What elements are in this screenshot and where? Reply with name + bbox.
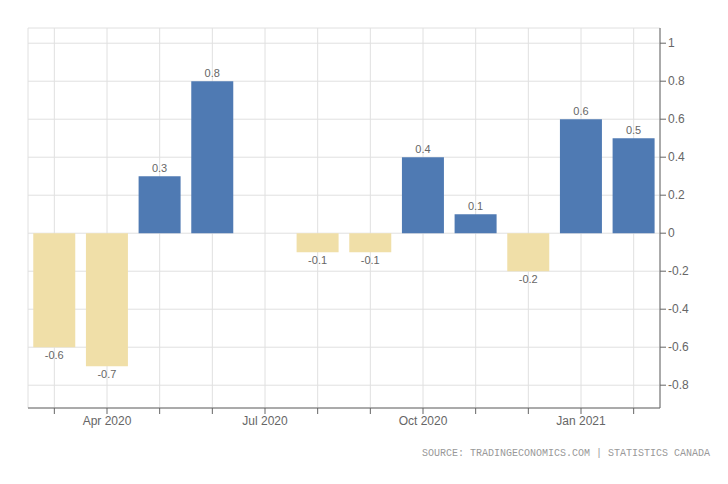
svg-text:-0.4: -0.4 xyxy=(668,302,689,316)
svg-text:-0.1: -0.1 xyxy=(361,254,380,266)
html-text:SOURCE: TRADINGECONOMICS.COM |: SOURCE: TRADINGECONOMICS.COM | STATISTIC… xyxy=(422,448,710,459)
svg-text:0.6: 0.6 xyxy=(573,105,588,117)
svg-text:-0.6: -0.6 xyxy=(668,340,689,354)
svg-text:0.1: 0.1 xyxy=(468,200,483,212)
svg-text:0.8: 0.8 xyxy=(205,67,220,79)
svg-text:0.4: 0.4 xyxy=(415,143,430,155)
svg-text:0.8: 0.8 xyxy=(668,74,685,88)
svg-text:-0.2: -0.2 xyxy=(668,264,689,278)
svg-text:-0.1: -0.1 xyxy=(308,254,327,266)
svg-text:Apr 2020: Apr 2020 xyxy=(83,414,132,428)
svg-text:-0.6: -0.6 xyxy=(45,349,64,361)
svg-text:-0.8: -0.8 xyxy=(668,378,689,392)
svg-text:0: 0 xyxy=(668,226,675,240)
svg-text:0.4: 0.4 xyxy=(668,150,685,164)
svg-text:1: 1 xyxy=(668,36,675,50)
svg-text:Jul 2020: Jul 2020 xyxy=(242,414,288,428)
svg-text:0.2: 0.2 xyxy=(668,188,685,202)
svg-text:Oct 2020: Oct 2020 xyxy=(399,414,448,428)
svg-text:0.5: 0.5 xyxy=(626,124,641,136)
svg-text:0.6: 0.6 xyxy=(668,112,685,126)
svg-text:-0.2: -0.2 xyxy=(519,273,538,285)
svg-text:-0.7: -0.7 xyxy=(97,368,116,380)
svg-text:Jan 2021: Jan 2021 xyxy=(556,414,606,428)
svg-text:0.3: 0.3 xyxy=(152,162,167,174)
